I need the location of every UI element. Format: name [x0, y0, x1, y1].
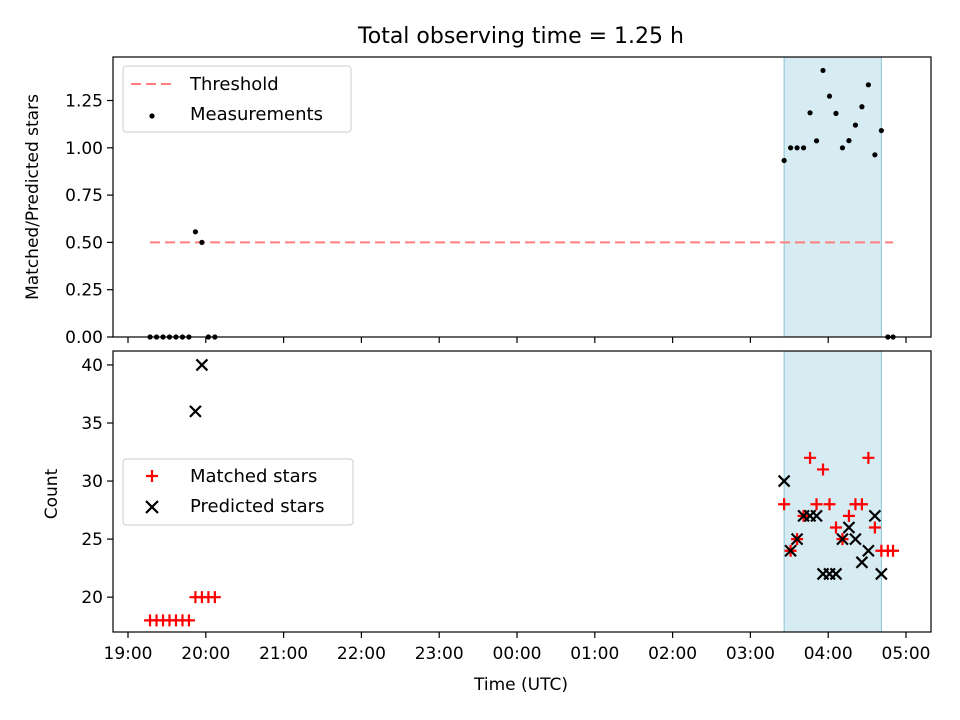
legend-measurements-swatch [149, 113, 155, 119]
y-tick-label: 0.50 [65, 233, 103, 253]
matched-star-point [842, 509, 855, 522]
measurement-point [199, 239, 205, 246]
x-tick-label: 00:00 [493, 644, 542, 664]
predicted-star-point [875, 567, 888, 581]
bottom-axes-frame [112, 350, 932, 633]
top-axes-frame [112, 56, 932, 338]
matched-star-point [804, 451, 817, 464]
matched-star-point [778, 498, 791, 511]
matched-star-point [887, 544, 900, 557]
x-tick-label: 20:00 [181, 644, 230, 664]
predicted-star-point [855, 556, 869, 569]
legend-predicted-swatch [145, 500, 159, 514]
predicted-star-point [790, 532, 804, 546]
top-x-ticks [127, 337, 907, 343]
predicted-star-point [862, 544, 875, 557]
measurement-point [878, 127, 884, 134]
measurement-point [807, 110, 813, 116]
predicted-star-point [829, 567, 843, 581]
y-tick-label: 20 [81, 588, 103, 608]
predicted-star-point [836, 532, 849, 546]
y-tick-label: 1.25 [65, 92, 103, 112]
chart-title: Total observing time = 1.25 h [357, 24, 684, 49]
y-tick-label: 35 [81, 414, 103, 434]
bottom-x-ticks: 19:00 20:00 21:00 22:00 23:00 00:00 01:00 02:00… [104, 632, 931, 664]
bottom-legend: Matched stars Predicted stars [122, 458, 354, 526]
bottom-highlight-span [783, 350, 882, 633]
y-tick-label: 25 [81, 530, 103, 550]
measurement-point [839, 145, 846, 151]
predicted-star-point [195, 358, 209, 372]
x-tick-label: 21:00 [259, 644, 308, 664]
legend-predicted-label: Predicted stars [190, 496, 324, 517]
matched-star-point [182, 614, 195, 627]
bottom-panel: 20 25 30 35 40 19:00 20:00 21:00 22:00 23:00 00:0… [42, 350, 932, 695]
bottom-legend-box [122, 458, 354, 526]
predicted-star-point [189, 405, 202, 418]
x-tick-label: 01:00 [570, 644, 619, 664]
matched-star-point [208, 591, 221, 604]
legend-matched-swatch [146, 470, 158, 482]
top-panel: 0.00 0.25 0.50 0.75 1.00 1.25 Matched/Predict… [23, 56, 932, 348]
x-tick-label: 03:00 [726, 644, 775, 664]
top-y-ticks: 0.00 0.25 0.50 0.75 1.00 1.25 [65, 92, 113, 348]
matched-star-point [810, 498, 823, 511]
y-tick-label: 40 [81, 356, 103, 376]
matched-star-point [817, 463, 830, 476]
matched-star-point [829, 521, 842, 534]
matched-star-point [868, 521, 881, 534]
top-highlight-span [783, 56, 882, 338]
x-tick-label: 04:00 [804, 644, 853, 664]
x-tick-label: 22:00 [337, 644, 386, 664]
measurement-point [852, 122, 859, 128]
top-legend-box [122, 65, 352, 133]
legend-threshold-label: Threshold [189, 74, 279, 95]
measurement-point [813, 138, 820, 144]
measurement-point [846, 138, 852, 144]
predicted-star-point [868, 509, 882, 523]
x-tick-label: 02:00 [648, 644, 697, 664]
y-tick-label: 1.00 [65, 139, 103, 159]
matched-star-point [855, 498, 868, 511]
measurement-point [794, 145, 800, 151]
matched-star-point [862, 451, 875, 464]
predicted-star-point [810, 509, 823, 523]
x-tick-label: 19:00 [104, 644, 153, 664]
y-tick-label: 0.00 [65, 328, 103, 348]
x-axis-label: Time (UTC) [473, 675, 568, 695]
x-tick-label: 23:00 [415, 644, 464, 664]
predicted-star-point [842, 521, 856, 534]
predicted-star-point [849, 532, 862, 546]
measurement-point [800, 145, 807, 151]
x-tick-label: 05:00 [882, 644, 931, 664]
measurement-points [147, 67, 896, 340]
count-points [144, 358, 900, 627]
predicted-star-point [784, 544, 797, 557]
top-y-axis-label: Matched/Predicted stars [23, 94, 43, 300]
measurement-point [865, 82, 871, 88]
predicted-star-point [777, 474, 791, 488]
y-tick-label: 0.25 [65, 281, 103, 301]
measurement-point [781, 157, 787, 164]
bottom-y-axis-label: Count [42, 468, 62, 519]
measurement-point [859, 104, 865, 110]
bottom-y-ticks: 20 25 30 35 40 [81, 356, 113, 608]
measurement-point [872, 152, 878, 158]
matched-star-point [823, 498, 836, 511]
legend-measurements-label: Measurements [190, 104, 323, 125]
measurement-point [820, 67, 826, 74]
legend-matched-label: Matched stars [190, 466, 317, 487]
measurement-point [826, 93, 833, 99]
y-tick-label: 30 [81, 472, 103, 492]
measurement-point [192, 229, 199, 235]
measurement-point [833, 110, 839, 116]
top-legend: Threshold Measurements [122, 65, 352, 133]
measurement-point [787, 145, 794, 151]
y-tick-label: 0.75 [65, 186, 103, 206]
